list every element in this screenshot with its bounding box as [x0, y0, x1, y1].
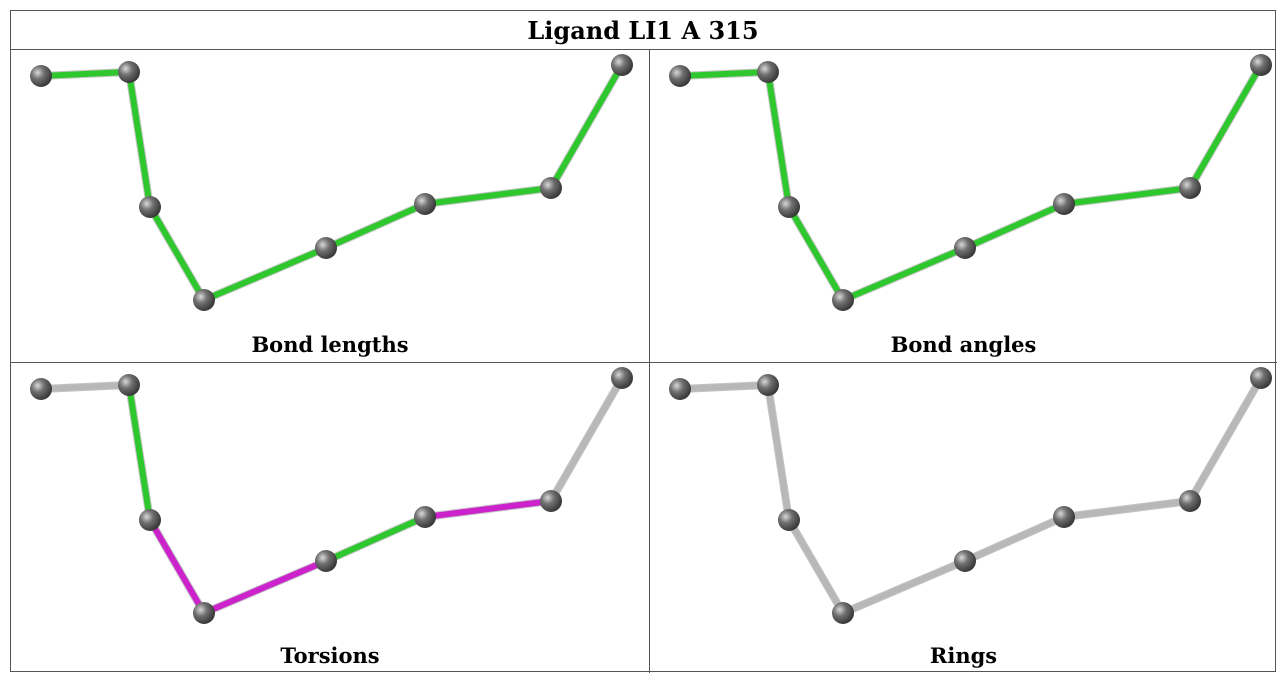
atom-5	[315, 237, 337, 259]
caption-torsions: Torsions	[280, 643, 380, 668]
atom-2	[118, 61, 140, 83]
bond-7	[1187, 376, 1264, 503]
grid-divider-vertical	[649, 50, 650, 673]
bond-5	[324, 514, 427, 564]
atom-3	[139, 196, 161, 218]
bond-3	[147, 518, 207, 615]
atom-2	[118, 374, 140, 396]
atom-3	[778, 196, 800, 218]
figure-title: Ligand LI1 A 315	[11, 11, 1275, 50]
molecule-bond-angles	[669, 54, 1272, 311]
atom-8	[611, 367, 633, 389]
atom-7	[1179, 177, 1201, 199]
molecule-torsions	[30, 367, 633, 624]
bond-1	[40, 382, 130, 392]
bond-4	[202, 245, 328, 303]
atom-5	[954, 237, 976, 259]
bond-2	[765, 384, 792, 521]
atom-4	[832, 289, 854, 311]
bond-7	[548, 63, 625, 190]
atom-2	[757, 61, 779, 83]
bond-7	[548, 376, 625, 503]
atom-4	[193, 602, 215, 624]
bond-2	[126, 71, 153, 208]
bond-3	[147, 205, 207, 302]
molecule-rings	[669, 367, 1272, 624]
atom-7	[540, 490, 562, 512]
atom-8	[1250, 54, 1272, 76]
atom-8	[1250, 367, 1272, 389]
caption-rings: Rings	[929, 643, 998, 668]
bond-1	[40, 69, 130, 79]
bond-2	[765, 71, 792, 208]
atom-1	[669, 378, 691, 400]
panel-torsions: Torsions	[11, 363, 649, 673]
atom-6	[414, 506, 436, 528]
panel-rings: Rings	[650, 363, 1277, 673]
atom-8	[611, 54, 633, 76]
bond-4	[841, 558, 967, 616]
panel-bond-lengths: Bond lengths	[11, 50, 649, 362]
atom-4	[832, 602, 854, 624]
bond-4	[841, 245, 967, 303]
bond-6	[1063, 498, 1191, 520]
atom-3	[778, 509, 800, 531]
caption-bond-angles: Bond angles	[890, 332, 1037, 357]
atom-1	[669, 65, 691, 87]
atom-6	[1053, 193, 1075, 215]
atom-5	[315, 550, 337, 572]
bond-2	[126, 384, 153, 521]
atom-3	[139, 509, 161, 531]
ligand-figure: Ligand LI1 A 315 Bond lengths Bond angle…	[10, 10, 1277, 673]
bond-5	[963, 514, 1066, 564]
molecule-bond-lengths	[30, 54, 633, 311]
bond-1	[679, 69, 769, 79]
bond-3	[786, 518, 846, 615]
bond-6	[424, 185, 552, 207]
bond-7	[1187, 63, 1264, 190]
panel-bond-angles: Bond angles	[650, 50, 1277, 362]
grid-divider-horizontal	[11, 362, 1277, 363]
bond-1	[679, 382, 769, 392]
caption-bond-lengths: Bond lengths	[251, 332, 409, 357]
atom-4	[193, 289, 215, 311]
atom-7	[540, 177, 562, 199]
bond-3	[786, 205, 846, 302]
atom-6	[1053, 506, 1075, 528]
bond-5	[963, 201, 1066, 251]
bond-4	[202, 558, 328, 616]
atom-1	[30, 378, 52, 400]
atom-7	[1179, 490, 1201, 512]
atom-6	[414, 193, 436, 215]
atom-1	[30, 65, 52, 87]
atom-5	[954, 550, 976, 572]
bond-6	[1063, 185, 1191, 207]
bond-6	[424, 498, 552, 520]
bond-5	[324, 201, 427, 251]
atom-2	[757, 374, 779, 396]
